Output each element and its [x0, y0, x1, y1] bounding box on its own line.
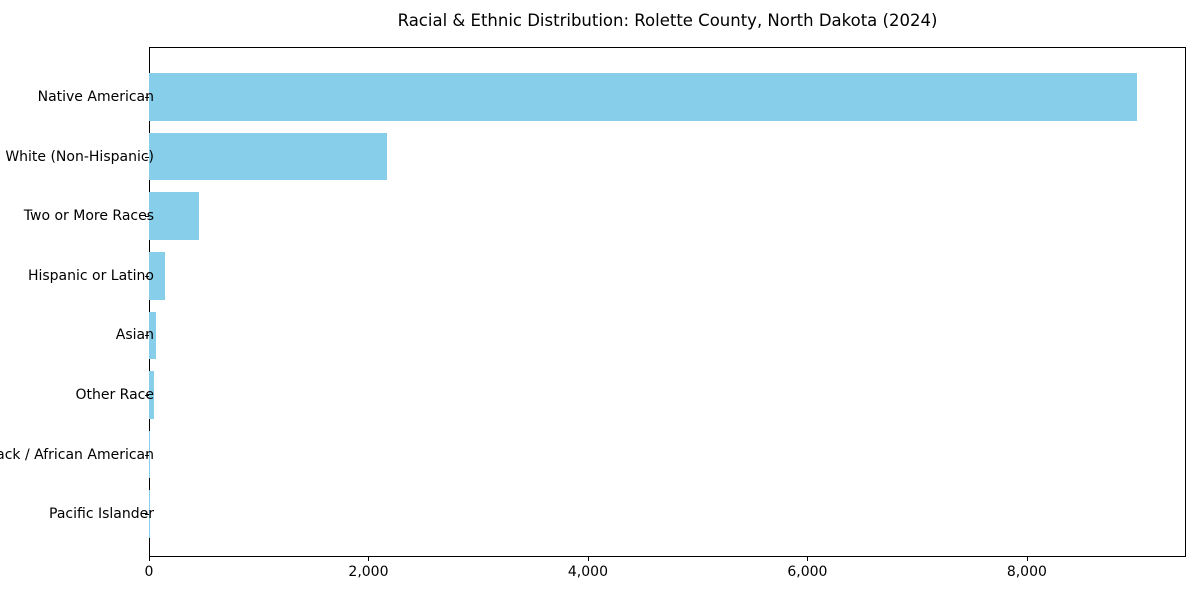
bar-asian: [149, 311, 157, 360]
bar-black-african-american: [149, 430, 151, 479]
y-axis-label: Asian: [115, 327, 154, 344]
x-tick-mark: [1026, 557, 1028, 561]
y-axis-label: Pacific Islander: [49, 506, 154, 523]
chart-title: Racial & Ethnic Distribution: Rolette Co…: [397, 11, 938, 30]
bar-other-race: [149, 371, 154, 419]
x-tick-mark: [807, 557, 809, 561]
plot-area: [149, 47, 1186, 557]
x-axis-label: 0: [144, 564, 154, 580]
x-tick-mark: [587, 557, 589, 561]
x-tick-mark: [368, 557, 370, 561]
y-axis-label: Hispanic or Latino: [27, 267, 154, 284]
y-tick-mark: [145, 216, 149, 218]
y-axis-label: Other Race: [75, 387, 154, 403]
x-tick-mark: [149, 557, 150, 561]
y-tick-mark: [145, 454, 149, 456]
bar-two-or-more-races: [149, 192, 200, 240]
y-tick-mark: [145, 335, 149, 337]
y-axis-label: Black / African American: [0, 446, 154, 463]
bar-native-american: [149, 73, 1137, 121]
x-axis-label: 4,000: [567, 564, 608, 580]
y-tick-mark: [145, 156, 149, 158]
y-tick-mark: [145, 395, 149, 396]
x-axis-label: 2,000: [348, 564, 389, 580]
y-axis-label: Native American: [37, 89, 154, 105]
y-tick-mark: [145, 275, 149, 277]
bar-hispanic-or-latino: [149, 252, 166, 300]
bar-white-non-hispanic: [149, 132, 388, 181]
x-axis-label: 6,000: [787, 564, 828, 580]
y-tick-mark: [145, 514, 149, 516]
y-axis-label: Two or More Races: [23, 208, 154, 225]
y-tick-mark: [145, 97, 149, 98]
y-axis-label: White (Non-Hispanic): [5, 148, 154, 165]
x-axis-label: 8,000: [1006, 564, 1047, 580]
